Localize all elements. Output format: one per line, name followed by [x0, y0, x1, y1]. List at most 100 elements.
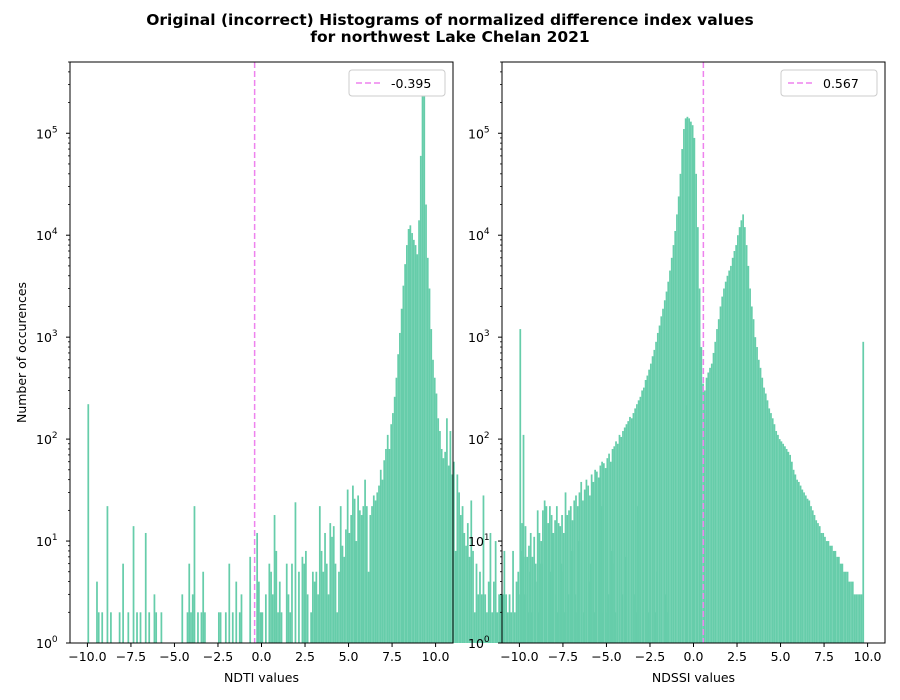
panel-2-bar — [777, 434, 779, 643]
panel-2-bar — [585, 479, 588, 643]
panel-2-bar — [658, 325, 661, 643]
panel-1-x-tick-label: 5.0 — [339, 649, 359, 664]
panel-2-bar — [679, 173, 682, 643]
panel-1-bar — [407, 229, 410, 643]
panel-1-bar — [249, 556, 252, 643]
panel-2-bar — [613, 446, 616, 643]
panel-2-bar — [536, 510, 539, 643]
panel-1-bar — [271, 594, 274, 643]
panel-1-bar — [480, 594, 483, 643]
panel-1-bar — [421, 81, 424, 643]
panel-1-bar — [433, 377, 436, 643]
panel-1-bar — [432, 359, 434, 643]
panel-2-bar — [580, 481, 583, 643]
panel-2-bar — [590, 474, 593, 643]
panel-1-bar — [258, 581, 260, 643]
panel-1-bar — [101, 612, 104, 643]
panel-1-bar — [231, 612, 234, 643]
panel-2-bar — [533, 536, 536, 643]
panel-1-bar — [345, 529, 347, 643]
panel-2-bar — [663, 300, 666, 643]
panel-2-bar — [540, 541, 543, 643]
panel-2-bar — [611, 448, 614, 643]
panel-1-bar — [273, 515, 276, 643]
panel-1-bar — [512, 550, 514, 643]
panel-1-bar — [425, 204, 427, 643]
panel-1-bar — [235, 581, 238, 643]
panel-2-bar — [639, 396, 642, 643]
panel-1-bar — [331, 536, 333, 643]
panel-1-bar — [414, 245, 417, 643]
panel-1-bar — [500, 594, 502, 643]
panel-2-bar — [766, 400, 769, 643]
panel-1-bar — [204, 612, 206, 643]
panel-2-bar — [632, 413, 635, 643]
panel-1-bar — [287, 594, 290, 643]
panel-2-bar — [575, 495, 577, 643]
panel-1-bar — [498, 594, 500, 643]
panel-1-bar — [402, 285, 405, 643]
panel-2-bar — [691, 125, 694, 643]
panel-1-bar — [461, 506, 464, 643]
panel-2-bar — [782, 443, 785, 643]
panel-1-bar — [264, 594, 267, 643]
panel-2-bar — [677, 196, 680, 643]
panel-2-bar — [712, 352, 715, 643]
panel-2-x-tick-label: 5.0 — [771, 649, 791, 664]
panel-2-bar — [676, 214, 678, 643]
panel-2-bar — [554, 520, 556, 643]
panel-2-bar — [596, 471, 598, 643]
panel-1-bar — [132, 526, 135, 643]
panel-2-bar — [688, 118, 691, 644]
panel-1-bar — [440, 448, 443, 643]
panel-1-bar — [501, 594, 504, 643]
panel-1-bar — [352, 485, 354, 643]
panel-1-bar — [477, 594, 480, 643]
panel-1-bar — [479, 571, 481, 643]
panel-1-bar — [508, 594, 511, 643]
panel-1-bar — [336, 612, 339, 643]
panel-2-bar — [653, 349, 656, 643]
panel-2-bar — [724, 281, 727, 643]
panel-2-bar — [665, 291, 668, 643]
panel-1-bar — [444, 451, 447, 643]
panel-2-bar — [801, 489, 804, 643]
panel-1-bar — [412, 239, 415, 643]
panel-2-bar — [594, 469, 597, 643]
panel-1-bar — [484, 594, 487, 643]
panel-1-bar — [261, 612, 264, 643]
panel-1-bar — [332, 526, 335, 643]
panel-1-bar — [322, 571, 325, 643]
panel-1-bar — [386, 434, 389, 643]
panel-1-bar — [153, 594, 156, 643]
panel-2-bar — [648, 369, 650, 643]
panel-2-bar — [780, 441, 783, 643]
panel-1-bar — [470, 500, 473, 643]
panel-2-bar — [742, 214, 744, 643]
panel-1-bar — [339, 506, 342, 643]
panel-2-bar — [862, 341, 865, 643]
panel-2-bar — [693, 137, 696, 644]
panel-2-bar — [710, 363, 713, 643]
panel-1-bar — [338, 571, 340, 643]
panel-2-legend-label: 0.567 — [823, 76, 859, 91]
panel-1-bar — [160, 612, 163, 643]
panel-2-bar — [763, 387, 765, 643]
panel-1-bar — [191, 594, 194, 643]
panel-1-bar — [315, 571, 318, 643]
panel-1-bar — [353, 498, 356, 643]
panel-1-bar — [374, 500, 377, 643]
panel-2-plot: −10.0 −7.5 −5.0 −2.5 0.0 2.5 5.0 7.5 10.0 100 101 1… — [468, 61, 886, 685]
panel-1-bar — [406, 245, 408, 643]
panel-2-bar — [592, 481, 595, 643]
panel-2-bar — [770, 413, 772, 643]
panel-2-bar — [578, 492, 581, 643]
panel-2-bar — [549, 506, 551, 643]
panel-2-bar — [841, 563, 844, 643]
panel-1-x-tick-label: −2.5 — [203, 649, 233, 664]
panel-1-bar — [465, 545, 467, 643]
panel-1-x-tick-label: 0.0 — [252, 649, 272, 664]
panel-2-bar — [822, 532, 825, 643]
panel-2-bar — [683, 129, 685, 644]
panel-1-bar — [463, 532, 466, 643]
